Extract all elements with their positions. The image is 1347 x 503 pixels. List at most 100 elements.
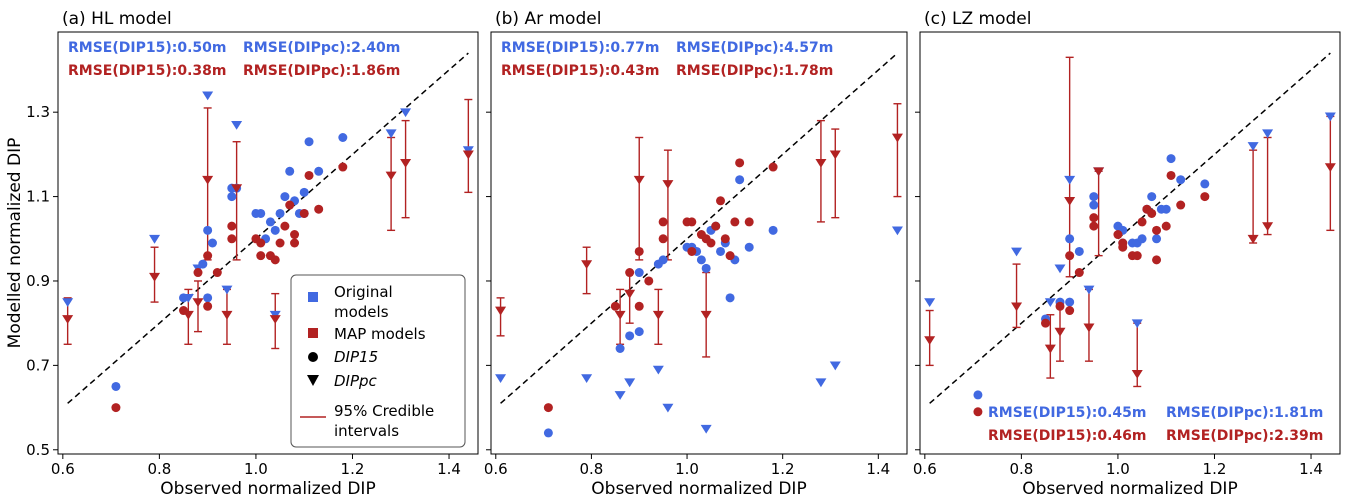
map-dip15-point [1147, 208, 1157, 218]
map-dip15-point [658, 217, 668, 227]
map-dip15-point [1089, 221, 1099, 231]
legend-label-interval-line1: 95% Credible [334, 402, 434, 420]
map-dippc-point [891, 133, 903, 143]
map-dip15-point [1065, 251, 1075, 261]
map-dippc-point [1083, 323, 1095, 333]
map-dip15-point [1041, 318, 1051, 328]
original-dippc-point [1083, 285, 1095, 295]
map-dip15-point [1118, 242, 1128, 252]
original-dip15-point [735, 175, 745, 185]
credible-interval [387, 136, 396, 232]
map-dip15-point [212, 268, 222, 278]
original-dip15-point [265, 217, 275, 227]
map-dippc-point [1324, 163, 1336, 172]
original-dip15-point [973, 390, 983, 400]
rmse-map-dippc: RMSE(DIPpc):2.39m [1166, 428, 1323, 444]
credible-interval [635, 136, 644, 261]
legend-label-original-line2: models [334, 303, 389, 321]
legend-label-dip15: DIP15 [334, 348, 378, 366]
map-dip15-point [706, 238, 716, 248]
legend-label-map: MAP models [334, 325, 426, 343]
map-dip15-point [744, 217, 754, 227]
map-dip15-point [1176, 200, 1186, 210]
map-dippc-point [652, 310, 664, 320]
original-dip15-point [1065, 297, 1075, 307]
original-dippc-point [829, 361, 841, 371]
rmse-map-dip15: RMSE(DIP15):0.38m [68, 63, 226, 79]
original-dip15-point [1065, 234, 1075, 244]
x-tick-label: 1.0 [1106, 460, 1130, 478]
original-dippc-point [581, 374, 593, 383]
map-dippc-point [385, 171, 397, 181]
map-dippc-point [462, 150, 474, 160]
map-dippc-point [1054, 327, 1066, 337]
panel-1: 0.6 0.8 1.0 1.2 1.4 (b) Ar model Observed norm… [484, 9, 908, 499]
map-dip15-point [1200, 192, 1210, 202]
x-axis-label: Observed normalized DIP [591, 479, 806, 499]
credible-interval [232, 141, 241, 261]
x-axis-label: Observed normalized DIP [1022, 479, 1237, 499]
map-dip15-point [1152, 225, 1162, 235]
original-dippc-point [221, 285, 233, 295]
credible-interval [1326, 115, 1335, 232]
original-dippc-point [815, 378, 827, 388]
original-dip15-point [634, 268, 644, 278]
original-dip15-point [270, 225, 280, 235]
map-dip15-point [270, 255, 280, 265]
original-dippc-point [202, 91, 214, 101]
original-dip15-point [701, 263, 711, 273]
map-dip15-point [711, 221, 721, 231]
map-dip15-point [1074, 268, 1084, 278]
original-dip15-point [1200, 179, 1210, 189]
original-dip15-point [768, 225, 778, 235]
map-dip15-point [256, 238, 266, 248]
original-dippc-point [385, 129, 397, 139]
map-dip15-point [1137, 217, 1147, 227]
map-dip15-point [1055, 301, 1065, 311]
original-dippc-point [1262, 129, 1274, 139]
map-dippc-point [182, 310, 194, 320]
y-tick-label: 1.1 [26, 188, 50, 206]
rmse-original-dippc: RMSE(DIPpc):1.81m [1166, 405, 1323, 421]
map-dip15-point [338, 162, 348, 172]
map-dip15-point [716, 196, 726, 206]
original-dippc-point [1011, 247, 1023, 257]
map-dip15-point [634, 301, 644, 311]
map-dip15-point [290, 230, 300, 240]
map-dippc-point [1131, 369, 1143, 379]
x-tick-label: 0.8 [579, 460, 603, 478]
map-dip15-point [227, 234, 237, 244]
credible-interval [831, 128, 840, 219]
original-dippc-point [400, 108, 412, 118]
x-tick-label: 1.4 [866, 460, 890, 478]
original-dip15-point [744, 242, 754, 252]
x-tick-label: 1.2 [341, 460, 365, 478]
map-dippc-point [192, 298, 204, 308]
map-dip15-point [1089, 213, 1099, 223]
map-dip15-point [1161, 221, 1171, 231]
credible-interval [816, 119, 825, 223]
original-dip15-point [299, 187, 309, 197]
plot-frame [919, 31, 1341, 455]
original-dip15-point [696, 255, 706, 265]
y-tick-label: 0.7 [26, 356, 50, 374]
rmse-original-dip15: RMSE(DIP15):0.50m [68, 40, 226, 56]
original-dip15-point [634, 327, 644, 337]
original-dip15-point [304, 137, 314, 147]
original-dippc-point [700, 424, 712, 434]
map-dip15-point [730, 217, 740, 227]
original-dippc-point [495, 374, 507, 383]
credible-interval [582, 246, 591, 295]
map-dippc-point [1247, 234, 1259, 244]
rmse-original-dip15: RMSE(DIP15):0.77m [501, 40, 659, 56]
map-dip15-point [720, 234, 730, 244]
original-dip15-point [111, 381, 121, 391]
map-dippc-point [1093, 167, 1105, 177]
x-axis-label: Observed normalized DIP [160, 479, 375, 499]
credible-interval [893, 103, 902, 198]
panel-title: (a) HL model [62, 9, 172, 29]
original-dip15-point [1147, 192, 1157, 202]
credible-interval [401, 119, 410, 219]
map-dip15-point [275, 238, 285, 248]
map-dippc-point [221, 310, 233, 320]
